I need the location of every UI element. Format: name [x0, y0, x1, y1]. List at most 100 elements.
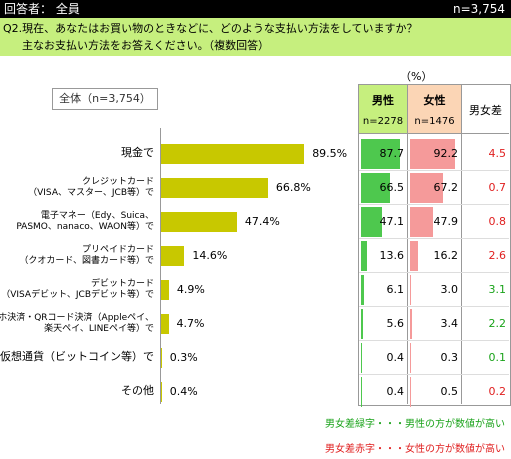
total-bar [161, 314, 169, 334]
gender-diff-value: 4.5 [488, 147, 507, 160]
female-fill-bar [410, 241, 418, 271]
female-value: 0.5 [440, 385, 459, 398]
category-label-line: 現金で [121, 146, 154, 159]
question-line-1: Q2.現在、あなたはお買い物のときなどに、どのような支払い方法をしていますか？ [3, 22, 418, 35]
category-label: クレジットカード （VISA、マスター、JCB等）で [28, 177, 154, 199]
gender-diff-value: 2.6 [488, 249, 507, 262]
female-value: 47.9 [433, 215, 459, 228]
category-label: 仮想通貨（ビットコイン等）で [0, 351, 154, 362]
category-label-line: PASMO、nanaco、WAON等）で [16, 222, 154, 232]
category-label-line: （VISAデビット、JCBデビット等）で [1, 290, 154, 300]
gender-diff-value: 0.8 [488, 215, 507, 228]
male-header-bg [359, 85, 407, 133]
unit-label: （%） [400, 70, 433, 83]
table-row-divider [359, 272, 509, 273]
legend-note-green: 男女差緑字・・・男性の方が数値が高い [325, 419, 505, 430]
male-value: 6.1 [386, 283, 405, 296]
total-value-label: 66.8% [275, 181, 311, 194]
male-value: 5.6 [386, 317, 405, 330]
female-value: 92.2 [433, 147, 459, 160]
category-label-line: （クオカード、図書カード等）で [19, 256, 154, 266]
male-fill-bar [361, 309, 364, 339]
female-fill-bar [410, 275, 412, 305]
male-fill-bar [361, 207, 382, 237]
total-value-label: 4.7% [176, 317, 205, 330]
table-row-divider [359, 238, 509, 239]
category-label: プリペイドカード （クオカード、図書カード等）で [19, 245, 154, 267]
female-value: 16.2 [433, 249, 459, 262]
category-label-line: スマホ決済・QRコード決済（Appleペイ、 [0, 313, 154, 323]
gender-diff-value: 0.2 [488, 385, 507, 398]
total-value-label: 0.3% [169, 351, 198, 364]
female-value: 3.4 [440, 317, 459, 330]
male-value: 87.7 [379, 147, 405, 160]
female-fill-bar [410, 139, 456, 169]
diff-header: 男女差 [469, 104, 502, 117]
female-n: n=1476 [414, 116, 455, 127]
category-label-line: 仮想通貨（ビットコイン等）で [0, 350, 154, 363]
category-label-line: （VISA、マスター、JCB等）で [28, 188, 154, 198]
category-label: その他 [121, 385, 154, 396]
male-n: n=2278 [362, 116, 404, 127]
male-value: 47.1 [379, 215, 405, 228]
female-fill-bar [410, 309, 412, 339]
male-fill-bar [361, 173, 391, 203]
total-value-label: 0.4% [169, 385, 198, 398]
table-row-divider [359, 306, 509, 307]
female-fill-bar [410, 207, 434, 237]
female-header: 女性 [423, 94, 446, 107]
total-bar [161, 144, 305, 164]
total-bar [161, 280, 169, 300]
category-label-line: その他 [121, 384, 154, 397]
total-bar [161, 348, 162, 368]
axis-line [160, 128, 161, 404]
male-value: 0.4 [386, 351, 405, 364]
category-label: 現金で [121, 147, 154, 158]
female-value: 67.2 [433, 181, 459, 194]
female-fill-bar [410, 173, 443, 203]
total-bar [161, 212, 237, 232]
table-row-divider [359, 204, 509, 205]
table-row-divider [359, 170, 509, 171]
gender-diff-value: 0.1 [488, 351, 507, 364]
gender-diff-value: 2.2 [488, 317, 507, 330]
total-value-label: 14.6% [192, 249, 228, 262]
respondent-label: 回答者： 全員 [4, 2, 80, 16]
category-label: スマホ決済・QRコード決済（Appleペイ、楽天ペイ、LINEペイ等）で [0, 313, 154, 335]
total-bar [161, 382, 162, 402]
male-fill-bar [361, 241, 367, 271]
gender-diff-value: 0.7 [488, 181, 507, 194]
female-value: 0.3 [440, 351, 459, 364]
male-fill-bar [361, 275, 364, 305]
legend-note-red: 男女差赤字・・・女性の方が数値が高い [325, 444, 505, 455]
female-value: 3.0 [440, 283, 459, 296]
total-value-label: 4.9% [176, 283, 205, 296]
male-value: 66.5 [379, 181, 405, 194]
gender-diff-value: 3.1 [488, 283, 507, 296]
category-label: デビットカード （VISAデビット、JCBデビット等）で [1, 279, 154, 301]
total-value-label: 89.5% [312, 147, 348, 160]
question-line-2: 主なお支払い方法をお答えください。（複数回答） [22, 39, 270, 52]
respondent-bar: 回答者： 全員 n=3,754 [0, 0, 511, 18]
female-header-bg [408, 85, 461, 133]
table-row-divider [359, 374, 509, 375]
total-count: n=3,754 [452, 2, 505, 16]
question-box: Q2.現在、あなたはお買い物のときなどに、どのような支払い方法をしていますか？ … [0, 18, 511, 56]
category-label-line: 電子マネー（Edy、Suica、 [40, 211, 154, 221]
total-bar [161, 246, 185, 266]
male-value: 13.6 [379, 249, 405, 262]
category-label-line: プリペイドカード [81, 245, 154, 255]
col-divider-1 [407, 85, 408, 404]
col-divider-2 [461, 85, 462, 404]
category-label-line: 楽天ペイ、LINEペイ等）で [44, 324, 154, 334]
header-divider [359, 133, 509, 134]
total-value-label: 47.4% [244, 215, 280, 228]
male-fill-bar [361, 139, 400, 169]
category-label-line: クレジットカード [81, 177, 154, 187]
table-row-divider [359, 340, 509, 341]
total-bar [161, 178, 268, 198]
category-label-line: デビットカード [90, 279, 154, 289]
male-value: 0.4 [386, 385, 405, 398]
total-label: 全体（n=3,754） [52, 88, 158, 110]
category-label: 電子マネー（Edy、Suica、 PASMO、nanaco、WAON等）で [16, 211, 154, 233]
